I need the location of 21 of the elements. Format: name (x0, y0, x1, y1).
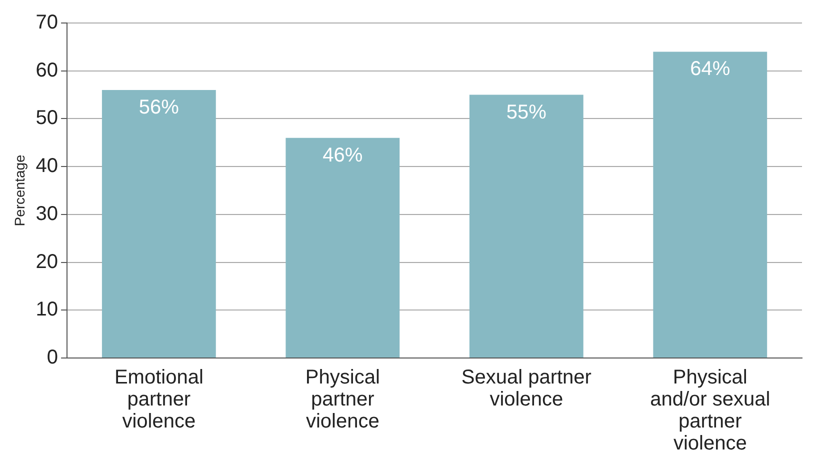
x-tick-label: Sexual partner violence (461, 366, 592, 411)
bar (653, 52, 768, 358)
x-tick-label: Physical partner violence (305, 366, 380, 433)
y-tick-label: 20 (36, 250, 58, 273)
y-tick-label: 10 (36, 298, 58, 321)
bar (469, 94, 584, 358)
y-tick-label: 0 (46, 346, 58, 369)
y-tick-label: 50 (36, 107, 58, 130)
bar (286, 138, 400, 358)
y-tick-label: 40 (36, 155, 58, 178)
y-tick-label: 70 (36, 12, 58, 34)
data-label: 56% (138, 96, 180, 119)
data-label: 64% (690, 58, 730, 80)
y-axis-title: Percentage (11, 154, 28, 226)
y-tick-label: 60 (36, 59, 58, 82)
data-label: 46% (322, 144, 363, 166)
bar (102, 90, 216, 358)
y-tick-label: 30 (36, 202, 58, 225)
x-tick-label: Emotional partner violence (114, 366, 204, 433)
x-tick-label: Physical and/or sexual partner violence (650, 366, 770, 455)
data-label: 55% (506, 101, 547, 124)
